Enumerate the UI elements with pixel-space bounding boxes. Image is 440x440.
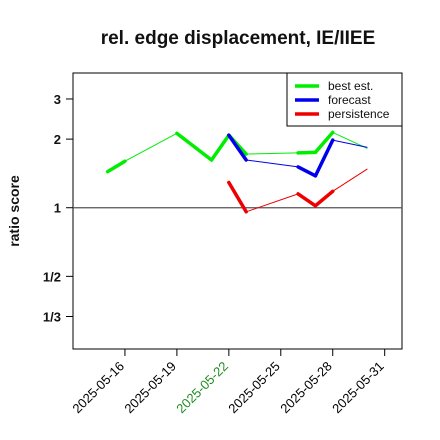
series-persistence [227,168,368,214]
legend-label: persistence [328,107,390,121]
y-tick-label: 1 [54,201,61,216]
series-line [228,134,368,177]
series-segment [105,159,127,174]
y-tick-label: 2 [54,132,61,147]
legend-label: best est. [328,79,373,93]
series-segment [313,138,335,178]
y-tick-label: 3 [54,92,61,107]
series-segment [313,130,335,155]
x-tick-label: 2025-05-22 [173,359,231,417]
series-segment [296,150,318,155]
x-tick-label: 2025-05-16 [69,359,127,417]
plot-frame [72,72,403,350]
series-segment [296,165,318,178]
series-segment [313,189,335,208]
x-tick-label: 2025-05-25 [225,359,283,417]
series-forecast [227,133,368,178]
legend-label: forecast [328,93,371,107]
y-tick-label: 1/2 [43,269,61,284]
x-tick-label: 2025-05-19 [121,359,179,417]
series-segment [227,180,248,214]
y-axis-label: ratio score [6,175,22,247]
y-tick-label: 1/3 [43,309,61,324]
x-tick-label: 2025-05-28 [277,359,335,417]
x-tick-label: 2025-05-31 [329,359,387,417]
series-segment [296,192,318,208]
series-segment [227,133,248,162]
series-line [228,168,368,213]
series-segment [175,131,214,162]
series-segment [209,133,231,162]
chart-title: rel. edge displacement, IE/IIEE [101,28,376,49]
